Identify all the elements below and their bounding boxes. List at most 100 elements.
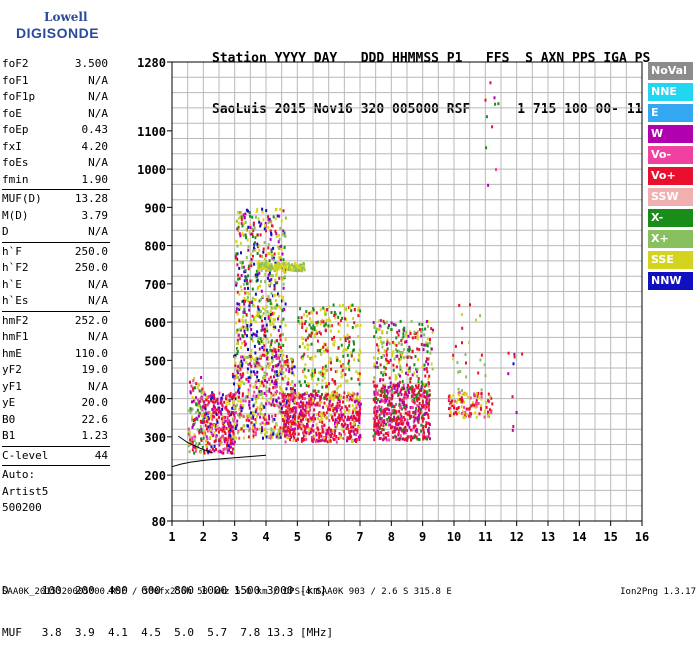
echo-point (271, 368, 274, 372)
y-tick-label: 800 (144, 240, 166, 254)
echo-point (379, 436, 382, 440)
echo-point (351, 303, 354, 307)
echo-point (194, 386, 197, 390)
echo-point (255, 334, 258, 337)
echo-point (334, 429, 337, 433)
echo-point (309, 430, 312, 434)
echo-point (348, 359, 350, 363)
echo-point (252, 303, 254, 307)
echo-point (268, 217, 271, 221)
echo-point (333, 406, 336, 410)
echo-point (256, 278, 259, 282)
echo-point (236, 338, 239, 342)
echo-point (200, 427, 203, 431)
echo-point (285, 262, 288, 266)
echo-point (352, 397, 355, 401)
echo-point (321, 420, 324, 424)
echo-point (395, 336, 398, 340)
echo-point (263, 353, 266, 357)
echo-point (280, 433, 283, 437)
echo-point (263, 417, 266, 421)
echo-point (221, 407, 224, 411)
echo-point (402, 386, 405, 390)
echo-point (194, 449, 197, 453)
echo-point (403, 438, 406, 442)
echo-point (398, 358, 401, 361)
echo-point (295, 439, 298, 443)
echo-point (374, 405, 377, 409)
echo-point (253, 423, 256, 427)
echo-point (261, 210, 264, 214)
echo-point (386, 418, 389, 421)
echo-point (324, 364, 327, 368)
echo-point (302, 262, 305, 265)
echo-point (292, 387, 294, 391)
echo-point (269, 322, 272, 326)
echo-point (278, 401, 281, 405)
echo-point (208, 411, 211, 415)
echo-point (205, 439, 207, 443)
echo-point (304, 434, 307, 438)
echo-point (255, 269, 258, 273)
echo-point (254, 420, 257, 424)
echo-point (352, 429, 355, 433)
echo-point (212, 411, 215, 415)
echo-point (463, 405, 466, 409)
echo-point (239, 328, 242, 332)
echo-point (330, 329, 332, 333)
echo-point (383, 349, 386, 353)
echo-point (390, 321, 393, 325)
echo-point (253, 318, 255, 322)
echo-point (197, 414, 200, 418)
echo-point (400, 428, 403, 432)
param-label: hmF1 (2, 330, 29, 343)
echo-point (342, 364, 345, 368)
echo-point (287, 268, 290, 272)
echo-point (316, 394, 319, 397)
echo-point (333, 339, 336, 343)
echo-point (340, 364, 343, 368)
echo-point (219, 428, 222, 432)
echo-point (319, 349, 321, 353)
echo-point (228, 427, 231, 431)
echo-point (240, 326, 243, 330)
echo-point (418, 432, 421, 436)
echo-point (325, 432, 328, 436)
echo-point (425, 343, 428, 347)
echo-point (305, 327, 308, 331)
echo-point (260, 367, 263, 370)
scaled-parameters-panel: foF2 3.500 foF1 N/A foF1p N/A foE N/A foEp 0.43 fx… (2, 56, 110, 517)
echo-point (337, 330, 340, 333)
echo-point (188, 409, 191, 413)
echo-point (204, 403, 207, 407)
echo-point (348, 430, 351, 433)
echo-point (312, 417, 315, 421)
echo-point (417, 420, 420, 424)
echo-point (463, 415, 466, 419)
echo-point (453, 412, 455, 416)
echo-point (282, 295, 285, 299)
echo-point (319, 419, 322, 423)
echo-point (317, 428, 320, 432)
echo-point (251, 397, 254, 401)
echo-point (225, 403, 228, 407)
echo-point (465, 413, 468, 417)
echo-point (242, 315, 245, 319)
echo-point (226, 446, 229, 450)
echo-point (245, 236, 248, 240)
echo-point (399, 412, 402, 416)
echo-point (382, 373, 385, 377)
echo-point (247, 286, 249, 290)
echo-point (477, 371, 480, 375)
echo-point (415, 367, 418, 371)
echo-point (272, 327, 275, 331)
echo-point (301, 403, 304, 407)
echo-point (251, 356, 254, 360)
echo-point (224, 432, 227, 436)
echo-point (241, 392, 244, 396)
echo-point (343, 432, 346, 436)
echo-point (277, 363, 280, 367)
echo-point (268, 417, 271, 421)
echo-point (257, 392, 260, 396)
echo-point (260, 222, 263, 226)
